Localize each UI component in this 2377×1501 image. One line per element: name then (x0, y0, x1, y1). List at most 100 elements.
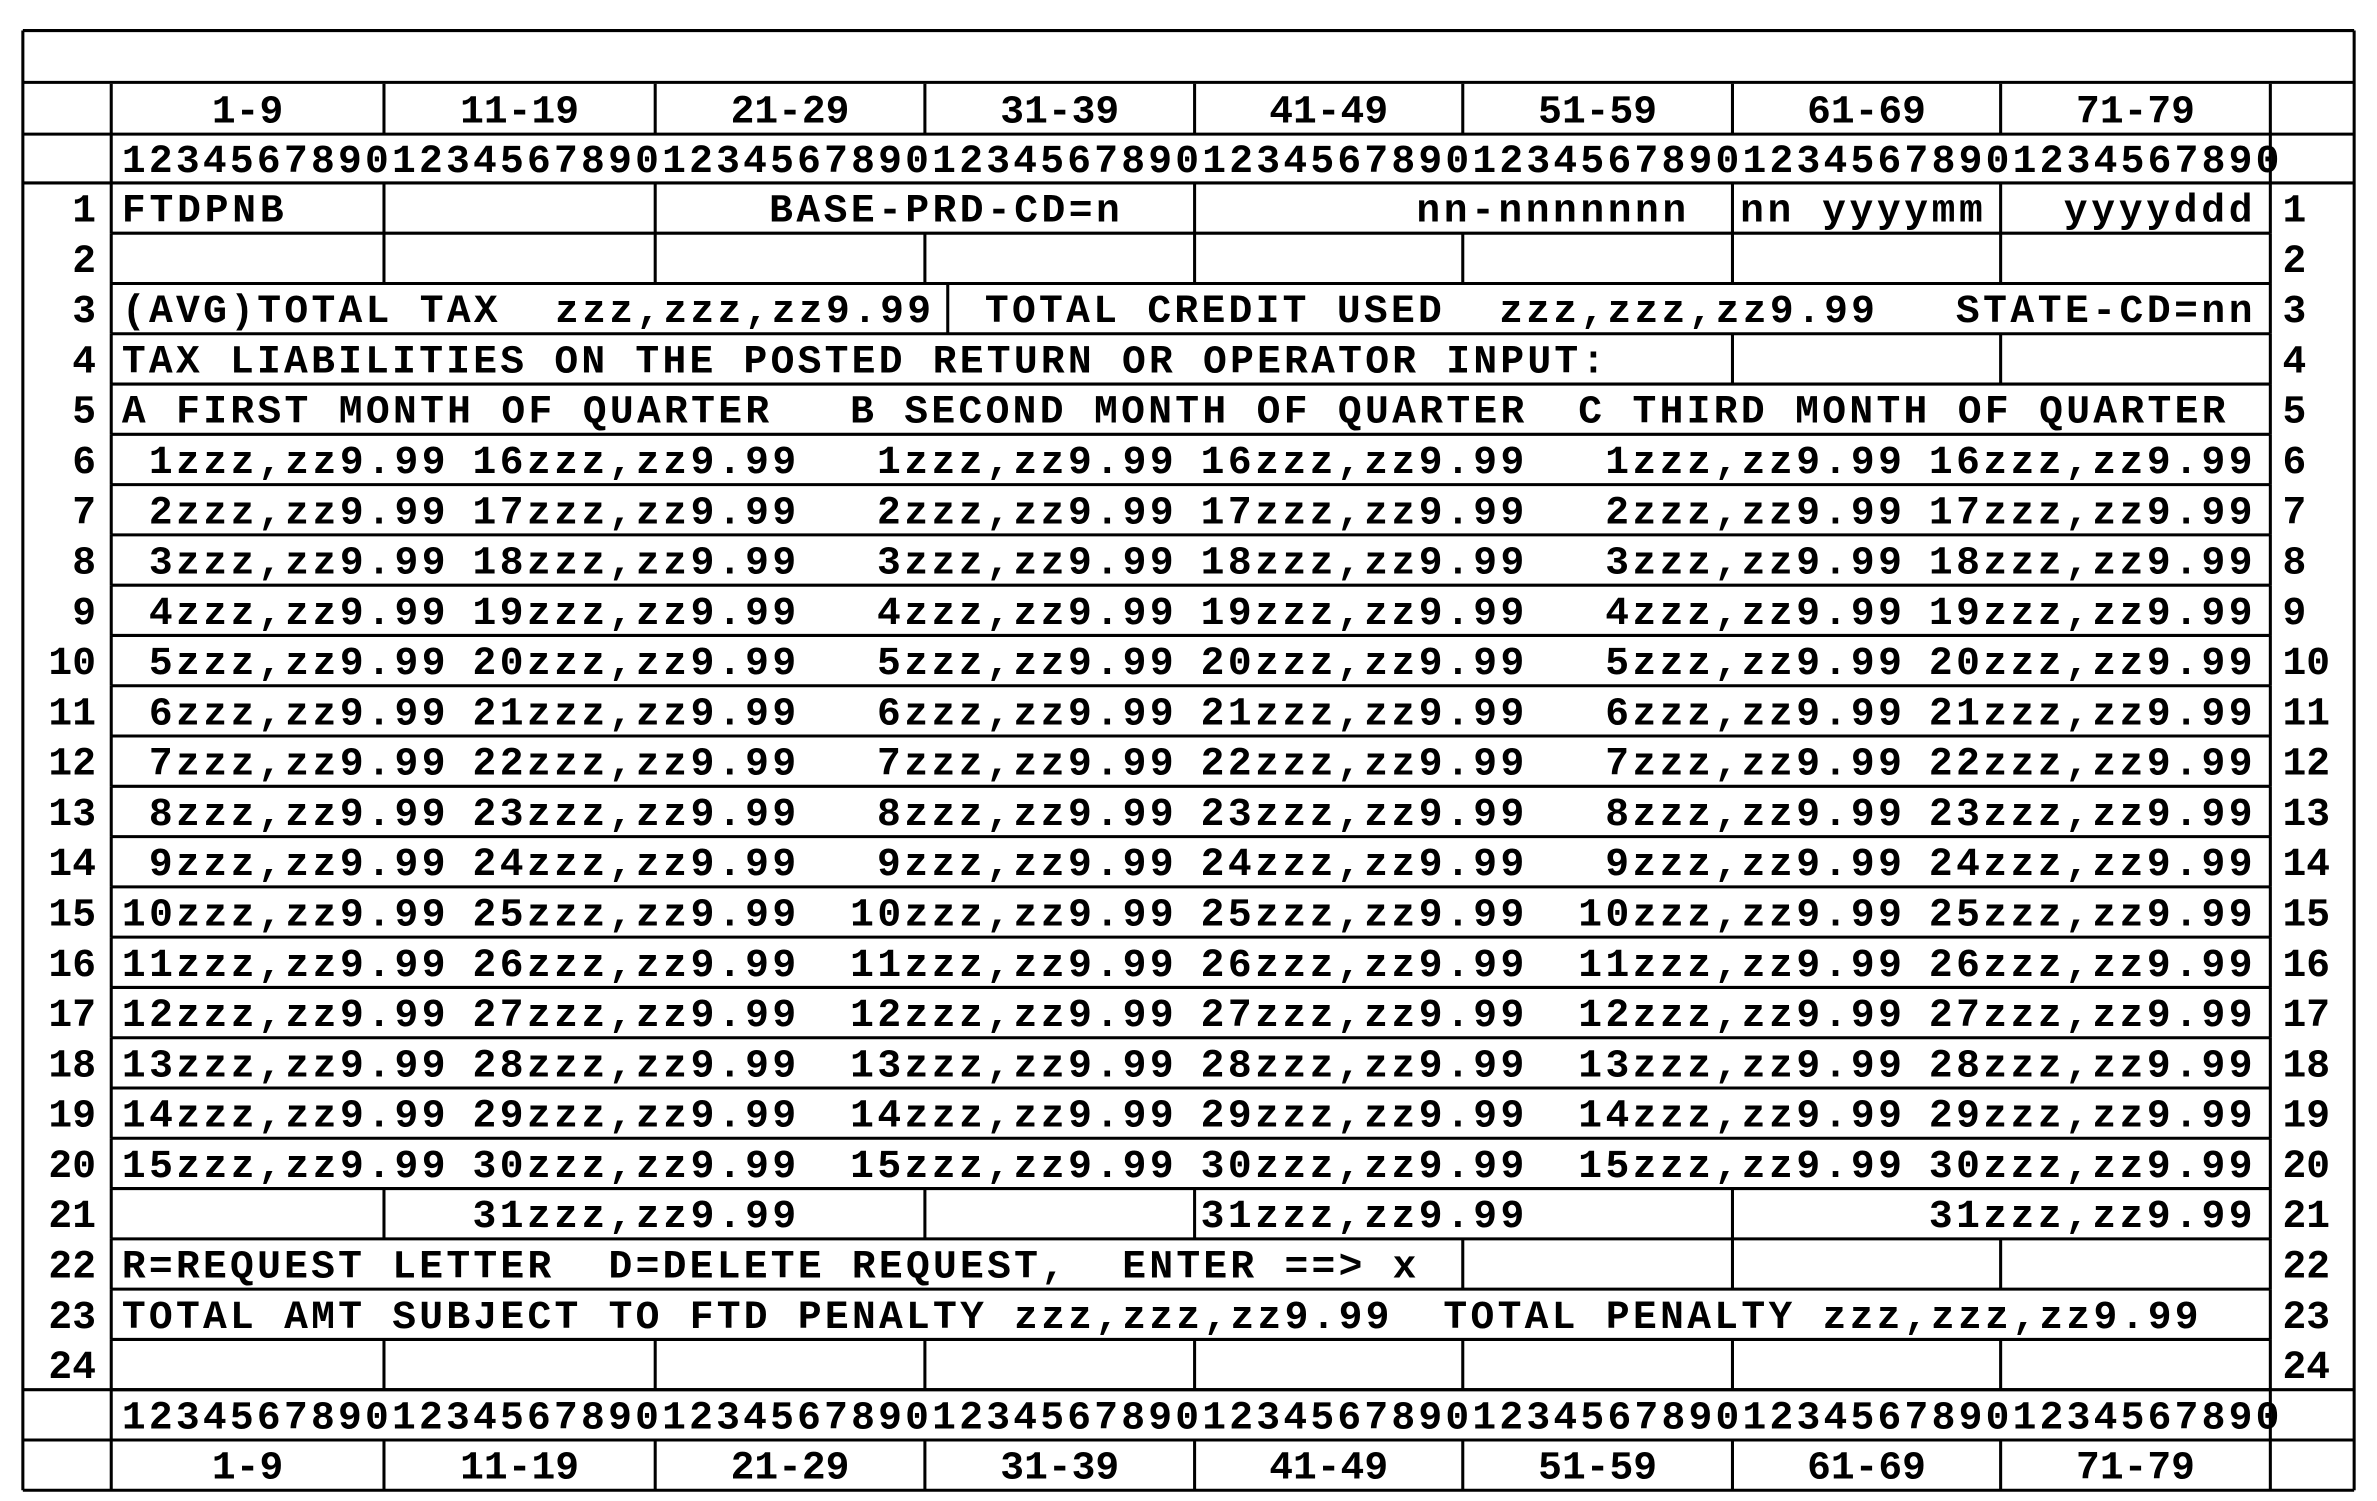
screen-text: 24zzz,zz9.99 (1929, 842, 2253, 887)
screen-text: 20zzz,zz9.99 (1201, 641, 1525, 686)
screen-text: 14zzz,zz9.99 (850, 1094, 1174, 1139)
screen-text: 15zzz,zz9.99 (850, 1144, 1174, 1189)
screen-text: 15 (2283, 893, 2331, 938)
screen-text: 26zzz,zz9.99 (473, 943, 797, 988)
screen-text: 17zzz,zz9.99 (1201, 490, 1525, 535)
screen-text: TAX LIABILITIES ON THE POSTED RETURN OR … (122, 339, 1605, 384)
screen-text: 1234567890123456789012345678901234567890… (122, 139, 2280, 184)
screen-text: 71-79 (2076, 1446, 2195, 1491)
screen-text: 14 (2283, 842, 2331, 887)
screen-text: 2 (2283, 239, 2307, 284)
screen-text: 15zzz,zz9.99 (122, 1144, 446, 1189)
screen-text: 13zzz,zz9.99 (850, 1043, 1174, 1088)
screen-text: A FIRST MONTH OF QUARTER (122, 390, 769, 435)
screen-text: 10zzz,zz9.99 (850, 893, 1174, 938)
screen-text: 14zzz,zz9.99 (1578, 1094, 1902, 1139)
screen-text: 12 (2283, 742, 2331, 787)
screen-text: 13 (48, 792, 96, 837)
screen-text: 10zzz,zz9.99 (1578, 893, 1902, 938)
screen-text: 1234567890123456789012345678901234567890… (122, 1395, 2280, 1440)
screen-text: 30zzz,zz9.99 (1929, 1144, 2253, 1189)
screen-text: 19zzz,zz9.99 (1929, 591, 2253, 636)
screen-text: 18zzz,zz9.99 (1929, 541, 2253, 586)
screen-text: 10 (2283, 641, 2331, 686)
screen-text: 24 (48, 1345, 96, 1390)
screen-text: 20zzz,zz9.99 (1929, 641, 2253, 686)
screen-text: 1zzz,zz9.99 (877, 440, 1174, 485)
screen-text: 22 (48, 1245, 96, 1290)
screen-text: 7zzz,zz9.99 (1605, 742, 1902, 787)
screen-text: 29zzz,zz9.99 (1929, 1094, 2253, 1139)
screen-text: 3zzz,zz9.99 (149, 541, 446, 586)
screen-text: 13zzz,zz9.99 (122, 1043, 446, 1088)
screen-text: 3 (72, 289, 96, 334)
screen-text: BASE-PRD-CD=n (769, 189, 1120, 234)
screen-text: 7zzz,zz9.99 (877, 742, 1174, 787)
screen-text: 17zzz,zz9.99 (473, 490, 797, 535)
screen-text: 4 (2283, 339, 2307, 384)
screen-text: 31zzz,zz9.99 (1929, 1194, 2253, 1239)
screen-text: 23 (48, 1295, 96, 1340)
screen-text: 41-49 (1269, 1446, 1388, 1491)
screen-text: 8zzz,zz9.99 (1605, 792, 1902, 837)
screen-text: 27zzz,zz9.99 (473, 993, 797, 1038)
screen-text: 27zzz,zz9.99 (1201, 993, 1525, 1038)
screen-text: 7zzz,zz9.99 (149, 742, 446, 787)
screen-text: 18zzz,zz9.99 (473, 541, 797, 586)
screen-text: 28zzz,zz9.99 (1201, 1043, 1525, 1088)
screen-text: 11 (2283, 691, 2331, 736)
screen-text: 9 (2283, 591, 2307, 636)
screen-text: 14zzz,zz9.99 (122, 1094, 446, 1139)
screen-text: 6zzz,zz9.99 (877, 691, 1174, 736)
screen-text: 5zzz,zz9.99 (149, 641, 446, 686)
screen-text: 7 (72, 490, 96, 535)
screen-text: 21 (2283, 1194, 2331, 1239)
screen-text: 30zzz,zz9.99 (1201, 1144, 1525, 1189)
screen-text: 28zzz,zz9.99 (1929, 1043, 2253, 1088)
screen-text: 4zzz,zz9.99 (1605, 591, 1902, 636)
screen-text: TOTAL CREDIT USED zzz,zzz,zz9.99 (985, 289, 1875, 334)
screen-text: 10zzz,zz9.99 (122, 893, 446, 938)
screen-text: 16zzz,zz9.99 (473, 440, 797, 485)
screen-text: 4zzz,zz9.99 (877, 591, 1174, 636)
screen-text: 22zzz,zz9.99 (473, 742, 797, 787)
screen-text: 6 (2283, 440, 2307, 485)
screen-text: 23zzz,zz9.99 (1201, 792, 1525, 837)
screen-text: 8zzz,zz9.99 (877, 792, 1174, 837)
screen-text: 9zzz,zz9.99 (149, 842, 446, 887)
screen-text: 24zzz,zz9.99 (1201, 842, 1525, 887)
screen-text: 20 (2283, 1144, 2331, 1189)
screen-text: 11-19 (460, 90, 579, 135)
screen-text: 12zzz,zz9.99 (122, 993, 446, 1038)
screen-text: 71-79 (2076, 90, 2195, 135)
screen-text: 11zzz,zz9.99 (850, 943, 1174, 988)
screen-text: 3zzz,zz9.99 (1605, 541, 1902, 586)
screen-text: nn yyyymm (1740, 189, 1983, 234)
screen-text: 21-29 (731, 1446, 850, 1491)
screen-text: 1-9 (212, 90, 283, 135)
screen-text: 17 (48, 993, 96, 1038)
screen-text: 15zzz,zz9.99 (1578, 1144, 1902, 1189)
screen-text: 24 (2283, 1345, 2331, 1390)
screen-text: 1 (72, 189, 96, 234)
screen-text: 11zzz,zz9.99 (1578, 943, 1902, 988)
screen-text: 24zzz,zz9.99 (473, 842, 797, 887)
screen-text: 11-19 (460, 1446, 579, 1491)
screen-text: (AVG)TOTAL TAX zzz,zzz,zz9.99 (122, 289, 931, 334)
screen-text: 19zzz,zz9.99 (473, 591, 797, 636)
screen-text: 16zzz,zz9.99 (1929, 440, 2253, 485)
screen-text: 19 (2283, 1094, 2331, 1139)
screen-text: 23zzz,zz9.99 (473, 792, 797, 837)
screen-text: 25zzz,zz9.99 (1201, 893, 1525, 938)
screen-text: 23 (2283, 1295, 2331, 1340)
screen-text: 5 (72, 390, 96, 435)
screen-text: 20zzz,zz9.99 (473, 641, 797, 686)
screen-text: 2 (72, 239, 96, 284)
screen-text: 5zzz,zz9.99 (1605, 641, 1902, 686)
screen-text: 25zzz,zz9.99 (1929, 893, 2253, 938)
screen-text: 2zzz,zz9.99 (1605, 490, 1902, 535)
screen-text: 31-39 (1000, 1446, 1119, 1491)
screen-text: nn-nnnnnnn (1416, 189, 1686, 234)
